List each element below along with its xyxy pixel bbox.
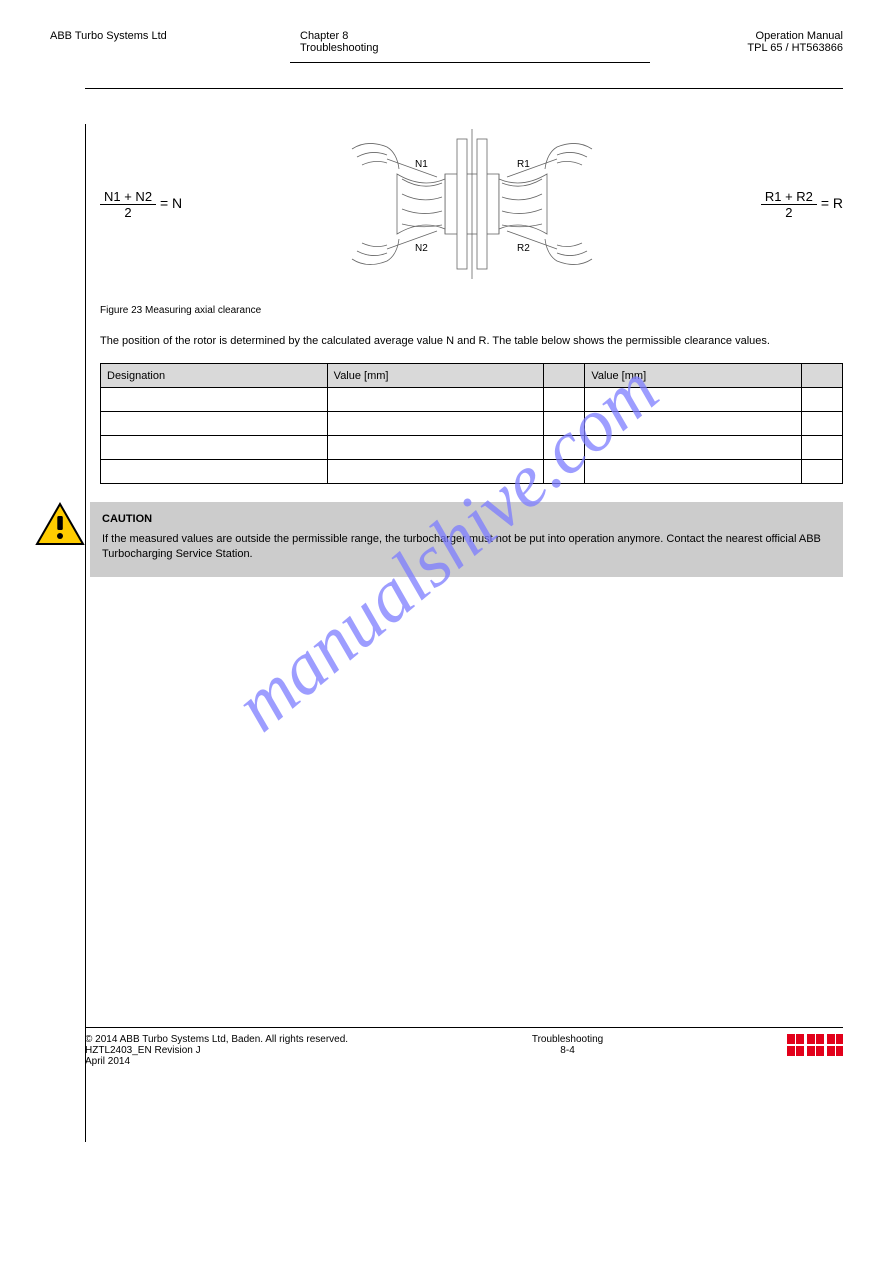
caution-icon — [35, 502, 90, 552]
table-cell — [801, 436, 842, 460]
table-cell — [801, 388, 842, 412]
table-cell — [543, 460, 584, 484]
caution-row: CAUTION If the measured values are outsi… — [100, 502, 843, 576]
label-n2: N2 — [415, 243, 428, 254]
abb-logo-icon — [787, 1034, 843, 1056]
th-blank2 — [801, 364, 842, 388]
header-chapter-top: Chapter 8 — [300, 30, 723, 42]
clearance-table: Designation Value [mm] Value [mm] — [100, 363, 843, 484]
footer-doc: HZTL2403_EN Revision J — [85, 1045, 348, 1056]
th-blank1 — [543, 364, 584, 388]
footer-row: © 2014 ABB Turbo Systems Ltd, Baden. All… — [85, 1034, 843, 1067]
header-manual: Operation Manual — [723, 30, 843, 42]
table-cell — [801, 460, 842, 484]
table-cell — [585, 412, 801, 436]
table-row — [101, 388, 843, 412]
footer-copyright: © 2014 ABB Turbo Systems Ltd, Baden. All… — [85, 1034, 348, 1045]
footer-section-label: Troubleshooting — [348, 1034, 787, 1045]
paragraph: The position of the rotor is determined … — [100, 334, 843, 349]
footer-left: © 2014 ABB Turbo Systems Ltd, Baden. All… — [85, 1034, 348, 1067]
table-cell — [585, 460, 801, 484]
table-cell — [801, 412, 842, 436]
th-value2: Value [mm] — [585, 364, 801, 388]
content: N1 + N2 2 = N — [0, 89, 893, 1027]
caution-body: If the measured values are outside the p… — [102, 532, 831, 563]
formula-right: R1 + R2 2 = R — [761, 189, 843, 220]
footer-date: April 2014 — [85, 1056, 348, 1067]
caution-box: CAUTION If the measured values are outsi… — [90, 502, 843, 576]
table-header-row: Designation Value [mm] Value [mm] — [101, 364, 843, 388]
header-brand: ABB Turbo Systems Ltd — [50, 30, 290, 54]
table-row — [101, 436, 843, 460]
page: ABB Turbo Systems Ltd Chapter 8 Troubles… — [0, 0, 893, 1097]
footer-page: 8-4 — [348, 1045, 787, 1056]
label-r2: R2 — [517, 243, 530, 254]
fraction-n: N1 + N2 2 — [100, 189, 156, 220]
formula-left-rhs: = N — [160, 195, 182, 211]
table-row — [101, 460, 843, 484]
header-chapter: Chapter 8 Troubleshooting — [290, 30, 723, 54]
figure-caption: Figure 23 Measuring axial clearance — [100, 305, 843, 316]
turbo-clearance-svg: N1 N2 R1 R2 — [337, 119, 607, 289]
page-header: ABB Turbo Systems Ltd Chapter 8 Troubles… — [0, 0, 893, 62]
illustration-row: N1 + N2 2 = N — [100, 89, 843, 299]
caution-title: CAUTION — [102, 512, 831, 527]
formula-left: N1 + N2 2 = N — [100, 189, 182, 220]
table-cell — [327, 412, 543, 436]
footer-right — [787, 1034, 843, 1059]
formula-right-rhs: = R — [821, 195, 843, 211]
table-cell — [101, 388, 328, 412]
table-cell — [543, 388, 584, 412]
spacer — [100, 607, 843, 1027]
footer-rule — [85, 1027, 843, 1028]
table-cell — [585, 436, 801, 460]
frac-r-den: 2 — [761, 205, 817, 220]
table-cell — [543, 412, 584, 436]
frac-n-den: 2 — [100, 205, 156, 220]
table-cell — [101, 436, 328, 460]
footer-center: Troubleshooting 8-4 — [348, 1034, 787, 1056]
header-model: TPL 65 / HT563866 — [723, 42, 843, 54]
header-chapter-sub: Troubleshooting — [300, 42, 723, 54]
header-right: Operation Manual TPL 65 / HT563866 — [723, 30, 843, 54]
fraction-r: R1 + R2 2 — [761, 189, 817, 220]
th-value1: Value [mm] — [327, 364, 543, 388]
table-row — [101, 412, 843, 436]
table-cell — [585, 388, 801, 412]
table-cell — [543, 436, 584, 460]
label-n1: N1 — [415, 159, 428, 170]
table-cell — [327, 388, 543, 412]
th-designation: Designation — [101, 364, 328, 388]
table-cell — [101, 460, 328, 484]
technical-drawing: N1 N2 R1 R2 — [332, 119, 612, 289]
header-rule-wrap — [0, 62, 893, 63]
header-rule — [290, 62, 650, 63]
table-cell — [327, 460, 543, 484]
frac-r-num: R1 + R2 — [761, 189, 817, 205]
table-cell — [101, 412, 328, 436]
label-r1: R1 — [517, 159, 530, 170]
page-footer: © 2014 ABB Turbo Systems Ltd, Baden. All… — [0, 1027, 893, 1097]
table-cell — [327, 436, 543, 460]
frac-n-num: N1 + N2 — [100, 189, 156, 205]
